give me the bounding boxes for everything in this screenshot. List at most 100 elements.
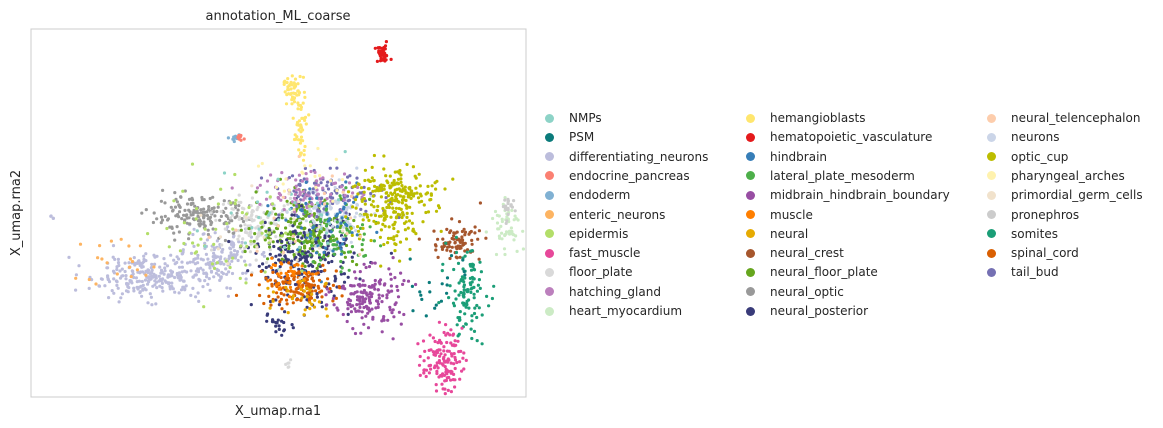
data-point-floor_plate xyxy=(289,358,293,362)
data-point-differentiating_neurons xyxy=(74,273,78,277)
data-point-fast_muscle xyxy=(455,360,459,365)
data-point-lateral_plate_mesoderm xyxy=(361,238,365,242)
data-point-fast_muscle xyxy=(460,326,464,330)
data-point-differentiating_neurons xyxy=(131,269,135,274)
data-point-differentiating_neurons xyxy=(136,261,140,265)
data-point-spinal_cord xyxy=(299,292,303,296)
data-point-pronephros xyxy=(511,199,516,203)
data-point-fast_muscle xyxy=(453,358,458,362)
data-point-PSM xyxy=(445,276,450,280)
data-point-somites xyxy=(455,323,459,327)
data-point-heart_myocardium xyxy=(495,221,500,225)
legend-marker xyxy=(987,113,996,123)
data-point-hemangioblasts xyxy=(292,100,297,104)
data-point-somites xyxy=(462,288,466,292)
data-point-hemangioblasts xyxy=(307,113,311,117)
data-point-somites xyxy=(452,267,456,272)
data-point-midbrain_hindbrain_boundary xyxy=(366,311,370,315)
data-point-hindbrain xyxy=(342,205,346,209)
data-point-hemangioblasts xyxy=(301,139,305,143)
data-point-neural xyxy=(325,314,329,318)
data-point-fast_muscle xyxy=(440,382,444,386)
data-point-epidermis xyxy=(263,270,267,274)
data-point-NMPs xyxy=(267,213,271,217)
data-point-lateral_plate_mesoderm xyxy=(340,266,344,270)
data-point-optic_cup xyxy=(443,187,447,191)
data-point-optic_cup xyxy=(392,238,396,242)
data-point-optic_cup xyxy=(344,215,348,219)
data-point-hindbrain xyxy=(335,225,339,229)
data-point-epidermis xyxy=(190,162,195,166)
data-point-pharyngeal_arches xyxy=(314,185,318,190)
data-point-floor_plate xyxy=(220,243,224,247)
data-point-hatching_gland xyxy=(280,171,284,175)
data-point-fast_muscle xyxy=(421,339,426,343)
data-point-hatching_gland xyxy=(356,185,360,189)
data-point-tail_bud xyxy=(287,176,291,180)
data-point-differentiating_neurons xyxy=(169,253,173,257)
data-point-differentiating_neurons xyxy=(154,280,159,284)
data-point-hindbrain xyxy=(335,212,339,216)
data-point-optic_cup xyxy=(383,209,387,213)
data-point-neural_optic xyxy=(168,225,172,229)
data-point-somites xyxy=(462,291,466,295)
data-point-optic_cup xyxy=(391,206,395,210)
data-point-pronephros xyxy=(506,208,510,212)
data-point-heart_myocardium xyxy=(493,209,498,214)
data-point-neural_crest xyxy=(447,242,451,246)
data-point-optic_cup xyxy=(404,237,409,241)
data-point-hemangioblasts xyxy=(296,101,300,105)
data-point-midbrain_hindbrain_boundary xyxy=(367,265,372,269)
data-point-neural_telencephalon xyxy=(282,250,286,254)
data-point-neural_posterior xyxy=(332,294,336,298)
data-point-enteric_neurons xyxy=(105,261,109,265)
data-point-optic_cup xyxy=(429,192,433,196)
data-point-epidermis xyxy=(268,231,272,235)
data-point-optic_cup xyxy=(398,189,402,193)
data-point-neural xyxy=(303,308,307,312)
data-point-epidermis xyxy=(245,244,249,248)
data-point-NMPs xyxy=(222,171,227,175)
data-point-epidermis xyxy=(146,232,150,236)
data-point-differentiating_neurons xyxy=(188,260,192,264)
data-point-neural_telencephalon xyxy=(291,234,295,238)
data-point-neural_posterior xyxy=(294,255,298,260)
legend-item: tail_bud xyxy=(987,264,1059,280)
data-point-hatching_gland xyxy=(347,181,352,185)
data-point-spinal_cord xyxy=(338,286,342,290)
data-point-optic_cup xyxy=(383,217,387,221)
data-point-lateral_plate_mesoderm xyxy=(339,270,343,274)
data-point-neural xyxy=(268,306,272,310)
data-point-lateral_plate_mesoderm xyxy=(297,232,301,236)
data-point-fast_muscle xyxy=(443,353,447,357)
data-point-optic_cup xyxy=(397,200,401,204)
data-point-midbrain_hindbrain_boundary xyxy=(349,292,353,296)
data-point-midbrain_hindbrain_boundary xyxy=(366,307,370,311)
data-point-spinal_cord xyxy=(305,291,310,295)
data-point-optic_cup xyxy=(386,194,391,198)
data-point-somites xyxy=(456,261,461,265)
data-point-pharyngeal_arches xyxy=(335,188,339,193)
data-point-neural_floor_plate xyxy=(344,243,349,248)
data-point-muscle xyxy=(287,295,291,299)
data-point-heart_myocardium xyxy=(507,229,512,233)
data-point-differentiating_neurons xyxy=(203,279,207,283)
data-point-primordial_germ_cells xyxy=(295,258,299,262)
data-point-spinal_cord xyxy=(281,280,285,284)
data-point-hemangioblasts xyxy=(303,144,307,149)
data-point-neural_optic xyxy=(182,213,186,217)
data-point-floor_plate xyxy=(288,223,292,227)
data-point-differentiating_neurons xyxy=(181,250,185,254)
data-point-primordial_germ_cells xyxy=(309,222,313,227)
data-point-epidermis xyxy=(182,241,186,246)
legend-marker xyxy=(746,248,755,258)
data-point-differentiating_neurons xyxy=(189,251,194,255)
data-point-NMPs xyxy=(327,222,332,226)
legend-item: floor_plate xyxy=(545,264,633,280)
data-point-differentiating_neurons xyxy=(224,267,228,271)
data-point-neurons xyxy=(298,218,302,223)
data-point-lateral_plate_mesoderm xyxy=(324,224,329,228)
data-point-neural_optic xyxy=(236,208,240,212)
data-point-neural_crest xyxy=(478,201,482,205)
data-point-neural_crest xyxy=(448,256,452,261)
